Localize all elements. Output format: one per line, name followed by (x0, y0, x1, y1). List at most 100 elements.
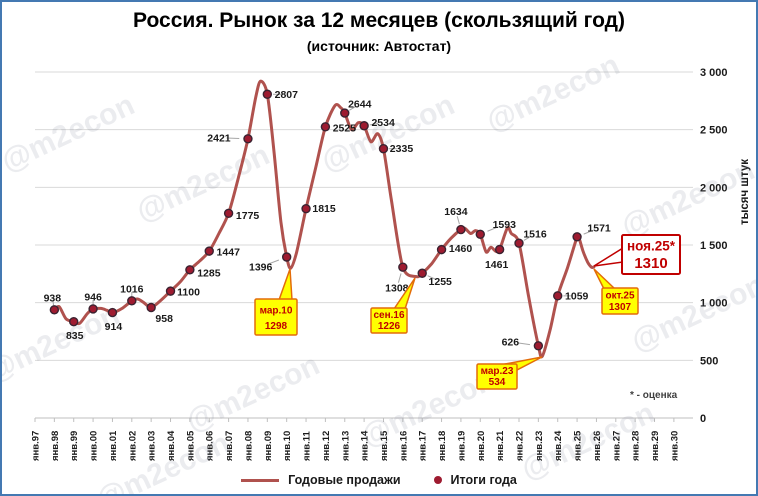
data-label: 2421 (207, 132, 231, 144)
callout-period: сен.16 (373, 310, 405, 321)
year-marker (69, 316, 79, 327)
data-label: 626 (502, 336, 520, 348)
y-axis-labels: 3 000 2 500 2 000 1 500 1 000 500 0 (700, 67, 728, 425)
x-tick-label: янв.02 (127, 431, 138, 461)
callout-period: ноя.25* (627, 239, 676, 254)
callout-value: 1226 (378, 321, 401, 332)
x-tick-label: янв.24 (553, 430, 564, 461)
y-tick-label: 2 000 (700, 182, 728, 194)
x-tick-label: янв.07 (224, 431, 235, 461)
callout-pointer (593, 268, 617, 290)
label-leader (517, 342, 531, 346)
callouts: мар.101298сен.161226мар.23534окт.251307н… (254, 234, 681, 390)
data-label: 1460 (449, 243, 473, 255)
label-leader (267, 259, 280, 265)
data-labels: 938 835 946 914 1016 958 1100 1285 1447 1775 2421 2… (44, 89, 611, 349)
legend-line-label: Годовые продажи (288, 473, 401, 487)
year-marker (533, 341, 544, 351)
data-label: 1461 (485, 259, 509, 271)
callout-value: 534 (489, 377, 506, 388)
year-marker (107, 307, 118, 318)
chart-subtitle: (источник: Автостат) (306, 38, 452, 54)
data-label: 1308 (385, 283, 409, 295)
x-tick-label: янв.03 (147, 431, 158, 461)
x-tick-label: янв.27 (611, 431, 622, 461)
estimate-footnote: * - оценка (630, 390, 678, 401)
label-leader (583, 229, 594, 235)
data-label: 1634 (444, 206, 468, 218)
x-tick-label: янв.19 (456, 431, 467, 461)
year-marker (320, 122, 331, 132)
x-tick-label: янв.05 (185, 430, 196, 461)
year-marker (359, 121, 369, 131)
data-label: 1285 (197, 267, 221, 279)
callout-pointer (277, 268, 293, 301)
x-tick-label: янв.26 (592, 431, 603, 461)
y-axis-title: тысяч штук (739, 159, 751, 225)
x-tick-label: янв.15 (379, 430, 390, 461)
callout-period: мар.23 (481, 366, 514, 377)
year-marker (223, 208, 234, 218)
callout-value: 1310 (634, 255, 667, 272)
watermark-text: @m2econ (616, 153, 758, 243)
data-label: 1571 (587, 222, 611, 234)
year-marker (340, 108, 350, 118)
watermark-text: @m2econ (626, 268, 758, 358)
x-axis: янв.97 янв.98 янв.99 янв.00 янв.01 янв.02 янв.… (31, 417, 693, 461)
watermark-text: @m2econ (181, 348, 324, 438)
chart-title: Россия. Рынок за 12 месяцев (скользящий … (133, 9, 625, 32)
data-label: 1815 (312, 203, 336, 215)
label-leader (487, 226, 499, 232)
year-marker (281, 252, 292, 262)
x-tick-label: янв.97 (31, 431, 42, 461)
year-marker (456, 224, 466, 235)
data-label: 938 (44, 292, 62, 304)
x-tick-label: янв.28 (631, 431, 642, 461)
callout-мар10: мар.10 1298 (254, 268, 298, 336)
legend-line-swatch (241, 478, 280, 482)
x-tick-label: янв.18 (437, 431, 448, 461)
x-tick-label: янв.06 (205, 431, 216, 461)
label-leader (397, 273, 402, 283)
callout-box (370, 307, 408, 334)
data-label: 2807 (275, 89, 299, 101)
legend-dot-swatch (433, 476, 442, 484)
callout-box (476, 363, 518, 390)
callout-box (601, 287, 639, 315)
callout-ноя25: ноя.25*1310 (593, 234, 681, 275)
x-tick-label: янв.98 (50, 431, 61, 461)
data-label: 2534 (371, 117, 395, 129)
y-tick-label: 1 000 (700, 298, 728, 310)
year-marker (572, 232, 582, 242)
year-marker (553, 291, 563, 301)
data-label: 1100 (177, 287, 200, 299)
legend-dot-label: Итоги года (450, 473, 517, 487)
year-marker (88, 304, 98, 314)
x-tick-label: янв.10 (282, 431, 293, 461)
data-label: 835 (66, 330, 84, 342)
x-tick-label: янв.09 (263, 431, 274, 461)
x-tick-label: янв.25 (573, 430, 584, 461)
x-tick-label: янв.29 (650, 431, 661, 461)
x-tick-label: янв.16 (398, 431, 409, 461)
year-marker (146, 302, 156, 313)
x-tick-label: янв.21 (495, 430, 506, 461)
watermark-text: @m2econ (481, 48, 624, 138)
x-tick-label: янв.99 (69, 431, 80, 461)
x-tick-label: янв.00 (89, 431, 100, 461)
x-tick-label: янв.22 (515, 431, 526, 461)
year-marker (243, 134, 253, 144)
y-tick-label: 500 (700, 355, 718, 367)
x-tick-label: янв.04 (166, 430, 177, 461)
callout-box (254, 298, 298, 336)
year-marker (49, 305, 60, 315)
x-tick-label: янв.08 (243, 431, 254, 461)
label-leader (349, 105, 357, 111)
data-label: 1255 (429, 276, 453, 288)
data-label: 1775 (236, 210, 260, 222)
watermark-text: @m2econ (2, 88, 140, 178)
x-tick-label: янв.12 (321, 431, 332, 461)
